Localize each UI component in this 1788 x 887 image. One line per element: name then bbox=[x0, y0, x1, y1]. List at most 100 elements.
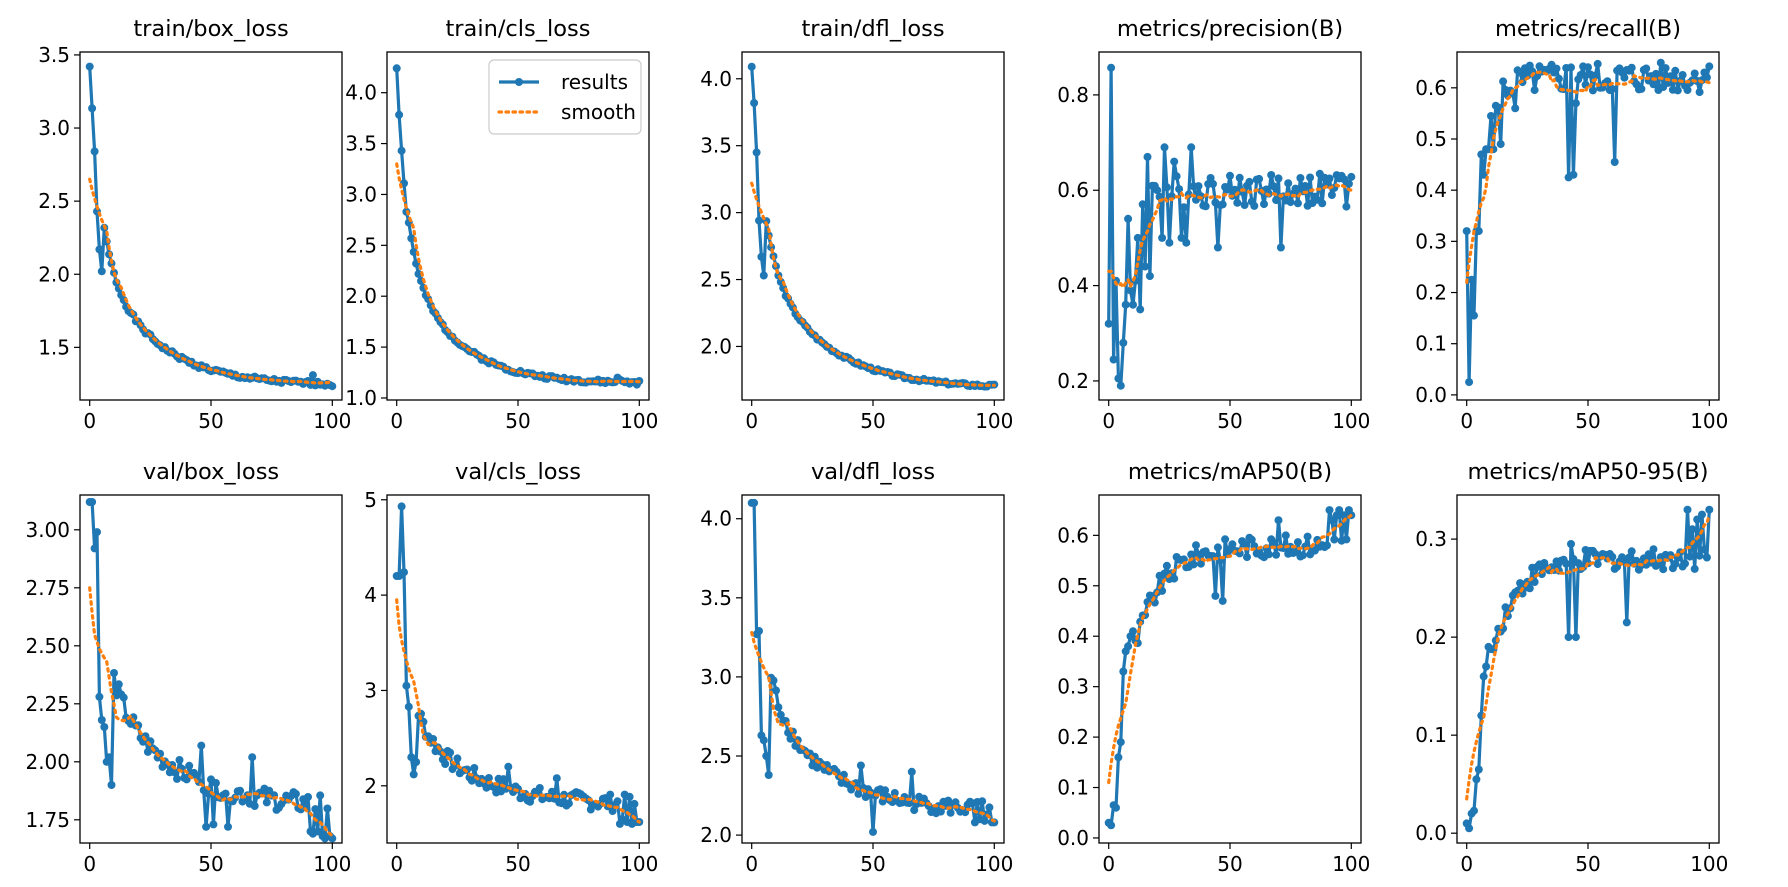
results-point bbox=[1187, 550, 1196, 559]
results-point bbox=[1637, 84, 1646, 93]
y-tick-label: 0.5 bbox=[1415, 127, 1447, 151]
results-line bbox=[750, 66, 995, 389]
results-point bbox=[1593, 560, 1602, 569]
y-tick-label: 4 bbox=[364, 583, 377, 607]
y-tick-label: 2.5 bbox=[345, 233, 377, 257]
y-tick-label: 1.5 bbox=[38, 335, 70, 359]
results-point bbox=[1179, 203, 1188, 212]
results-point bbox=[1530, 86, 1539, 95]
results-point bbox=[429, 735, 438, 743]
x-tick-label: 0 bbox=[390, 852, 403, 876]
results-point bbox=[1192, 541, 1200, 550]
results-point bbox=[1564, 633, 1573, 642]
results-point bbox=[552, 774, 561, 783]
x-tick-label: 50 bbox=[505, 852, 530, 876]
results-line bbox=[89, 500, 334, 841]
results-point bbox=[625, 792, 634, 801]
results-point bbox=[1470, 806, 1478, 815]
results-point bbox=[750, 498, 759, 507]
results-point bbox=[1196, 559, 1205, 568]
results-point bbox=[564, 799, 573, 808]
y-tick-label: 3.0 bbox=[700, 665, 732, 689]
results-point bbox=[1116, 381, 1125, 390]
legend-smooth-label: smooth bbox=[561, 100, 636, 124]
panel-train-dfl-loss: train/dfl_loss 0 50 100 2.0 2.5 3.0 3.5 4.0 bbox=[700, 16, 1013, 433]
results-point bbox=[1296, 174, 1305, 182]
y-tick-label: 2.0 bbox=[700, 823, 732, 847]
results-point bbox=[854, 789, 863, 798]
results-point bbox=[1705, 505, 1714, 514]
results-point bbox=[1269, 538, 1278, 547]
results-point bbox=[869, 827, 877, 836]
panel-metrics-precision-b: metrics/precision(B) 0 50 100 0.2 0.4 0.6 0.8 bbox=[1057, 16, 1370, 433]
results-point bbox=[1158, 233, 1167, 242]
results-point bbox=[1298, 551, 1307, 560]
smooth-line bbox=[395, 162, 641, 384]
results-point bbox=[1477, 150, 1486, 159]
results-point bbox=[910, 806, 919, 815]
legend-results-marker bbox=[515, 78, 523, 86]
y-tick-label: 1.5 bbox=[345, 335, 377, 359]
results-point bbox=[1608, 85, 1617, 93]
panel-train-cls-loss: train/cls_loss 0 50 100 1.0 1.5 2.0 2.5 3.0 3.5 4.… bbox=[345, 16, 658, 433]
y-tick-label: 0.0 bbox=[1415, 821, 1447, 845]
y-tick-label: 2.0 bbox=[700, 334, 732, 358]
results-point bbox=[484, 774, 493, 782]
results-point bbox=[1240, 539, 1249, 548]
results-point bbox=[1194, 182, 1203, 191]
results-point bbox=[250, 802, 259, 810]
results-point bbox=[1627, 63, 1636, 72]
results-point bbox=[1228, 540, 1237, 549]
x-tick-label: 0 bbox=[83, 409, 96, 433]
results-point bbox=[392, 64, 401, 73]
results-point bbox=[1688, 525, 1697, 534]
results-point bbox=[262, 798, 271, 807]
results-point bbox=[1247, 535, 1256, 544]
x-tick-label: 50 bbox=[198, 409, 223, 433]
panel-metrics-map50-95-b: metrics/mAP50-95(B) 0 50 100 0.0 0.1 0.2 0.3 bbox=[1415, 459, 1728, 876]
x-tick-label: 0 bbox=[1460, 409, 1473, 433]
y-tick-label: 2.0 bbox=[345, 284, 377, 308]
results-point bbox=[1673, 86, 1682, 95]
results-point bbox=[404, 702, 413, 711]
results-point bbox=[93, 528, 101, 537]
results-point bbox=[1705, 62, 1714, 71]
panel-title: metrics/precision(B) bbox=[1117, 16, 1343, 42]
results-point bbox=[1160, 569, 1169, 578]
results-point bbox=[114, 680, 123, 689]
results-point bbox=[1335, 506, 1344, 515]
results-point bbox=[1141, 262, 1150, 271]
results-point bbox=[759, 271, 768, 280]
results-point bbox=[1112, 803, 1120, 812]
x-tick-label: 0 bbox=[1460, 852, 1473, 876]
results-point bbox=[1209, 179, 1217, 188]
legend-box bbox=[488, 59, 642, 135]
results-point bbox=[759, 736, 768, 745]
y-tick-label: 3.0 bbox=[700, 201, 732, 225]
results-point bbox=[409, 247, 418, 256]
results-point bbox=[1496, 140, 1505, 149]
results-point bbox=[1467, 275, 1476, 284]
results-point bbox=[1221, 535, 1230, 544]
panel-val-dfl-loss: val/dfl_loss 0 50 100 2.0 2.5 3.0 3.5 4.0 bbox=[700, 459, 1013, 876]
y-tick-label: 5 bbox=[364, 488, 377, 512]
results-point bbox=[1286, 198, 1295, 207]
panel-train-box-loss: train/box_loss 0 50 100 1.5 2.0 2.5 3.0 3.5 bbox=[38, 16, 351, 433]
results-point bbox=[905, 799, 914, 808]
results-point bbox=[1644, 550, 1653, 559]
results-point bbox=[752, 148, 761, 157]
results-point bbox=[1276, 243, 1285, 252]
results-point bbox=[308, 371, 317, 380]
results-point bbox=[1511, 104, 1520, 113]
results-point bbox=[95, 692, 104, 701]
smooth-line bbox=[750, 181, 996, 388]
results-point bbox=[890, 789, 899, 797]
results-point bbox=[1119, 667, 1128, 676]
results-point bbox=[1182, 238, 1191, 247]
results-point bbox=[1567, 63, 1575, 72]
results-point bbox=[1695, 551, 1704, 560]
results-point bbox=[1642, 64, 1651, 73]
results-point bbox=[980, 816, 989, 825]
results-point bbox=[1472, 775, 1481, 784]
panel-title: val/box_loss bbox=[143, 459, 279, 485]
